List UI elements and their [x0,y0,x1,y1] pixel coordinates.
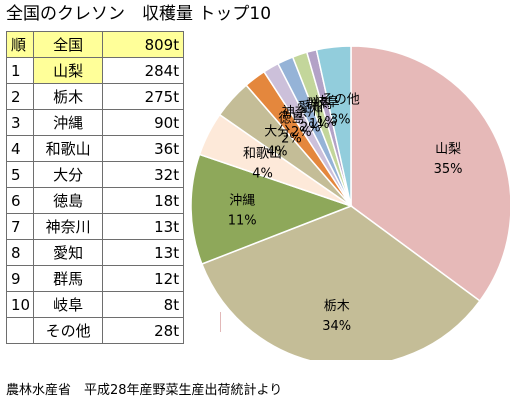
table-row: 2 栃木 275t [5,83,185,110]
source-note: 農林水産省 平成28年産野菜生産出荷統計より [6,383,283,398]
table-row: 9 群馬 12t [5,265,185,292]
rank-cell: 10 [5,291,35,318]
rank-cell: 6 [5,187,35,214]
rank-cell: 7 [5,213,35,240]
pie-slice-1 [200,205,481,360]
slice-percent-label: 1% [309,117,330,132]
pie-label-7: 愛知 2% [297,100,323,136]
slice-name-label: 山梨 [435,142,461,157]
slice-percent-label: 4% [267,145,288,160]
prefecture-cell: 栃木 [33,83,104,110]
ranking-table: 順 全国 809t 1 山梨 284t 2 栃木 275t 3 沖縄 90t 4 和歌山 36t 5 大分… [5,31,185,344]
prefecture-cell: 大分 [33,161,104,188]
slice-percent-label: 3% [330,112,351,127]
table-row: 5 大分 32t [5,161,185,188]
value-cell: 32t [102,161,185,188]
prefecture-cell: 沖縄 [33,109,104,136]
slice-percent-label: 1% [316,115,337,130]
value-cell: 28t [102,317,185,344]
slice-percent-label: 34% [322,319,351,334]
table-header-row: 順 全国 809t [5,31,185,58]
prefecture-header: 全国 [33,31,104,58]
slice-percent-label: 11% [228,213,257,228]
rank-cell: 9 [5,265,35,292]
chart-title: 全国のクレソン 収穫量 トップ10 [6,4,272,24]
pie-slice-2 [190,153,354,265]
prefecture-cell: 山梨 [33,57,104,84]
table-row: 6 徳島 18t [5,187,185,214]
prefecture-cell: 愛知 [33,239,104,266]
slice-percent-label: 2% [300,121,321,136]
prefecture-cell: 神奈川 [33,213,104,240]
table-row: 10 岐阜 8t [5,291,185,318]
prefecture-cell: 群馬 [33,265,104,292]
slice-name-label: 岐阜 [314,94,340,110]
pie-label-9: 岐阜 1% [314,94,340,130]
slice-name-label: 栃木 [324,299,350,314]
slice-name-label: その他 [321,92,360,107]
value-cell: 8t [102,291,185,318]
pie-slice-10 [315,45,352,207]
value-cell: 284t [102,57,185,84]
table-row: 3 沖縄 90t [5,109,185,136]
table-row: 1 山梨 284t [5,57,185,84]
rank-cell: 5 [5,161,35,188]
pie-label-3: 和歌山 4% [243,146,282,181]
slice-name-label: 神奈川 [282,105,321,120]
slice-percent-label: 2% [281,132,302,147]
value-cell: 18t [102,187,185,214]
table-row: 7 神奈川 13t [5,213,185,240]
pie-chart: 山梨35%栃木34%沖縄11%和歌山4%大分4%徳島2%神奈川2%愛知2%群馬1… [190,45,510,360]
rank-cell: 2 [5,83,35,110]
table-row: その他 28t [5,317,185,344]
slice-name-label: 群馬 [306,97,332,112]
pie-label-10: その他 3% [321,92,360,127]
slice-percent-label: 2% [291,125,312,140]
prefecture-cell: 岐阜 [33,291,104,318]
pie-label-8: 群馬 1% [306,97,332,132]
pie-label-0: 山梨 35% [434,142,463,177]
prefecture-cell: その他 [33,317,104,344]
table-row: 4 和歌山 36t [5,135,185,162]
value-cell: 36t [102,135,185,162]
value-cell: 12t [102,265,185,292]
prefecture-cell: 和歌山 [33,135,104,162]
value-cell: 275t [102,83,185,110]
slice-percent-label: 35% [434,162,463,177]
rank-cell [5,317,35,344]
value-cell: 13t [102,213,185,240]
total-value: 809t [102,31,185,58]
pie-label-4: 大分 4% [264,125,290,160]
slice-name-label: 愛知 [297,100,323,116]
pie-label-1: 栃木 34% [322,299,351,334]
prefecture-cell: 徳島 [33,187,104,214]
slice-name-label: 和歌山 [243,146,282,161]
rank-header: 順 [5,31,35,58]
rank-cell: 8 [5,239,35,266]
value-cell: 13t [102,239,185,266]
rank-cell: 4 [5,135,35,162]
pie-slice-0 [350,45,510,302]
rank-cell: 3 [5,109,35,136]
slice-percent-label: 4% [252,166,273,181]
value-cell: 90t [102,109,185,136]
pie-label-5: 徳島 2% [278,112,304,147]
table-row: 8 愛知 13t [5,239,185,266]
slice-name-label: 沖縄 [229,193,255,208]
rank-cell: 1 [5,57,35,84]
pie-label-2: 沖縄 11% [228,193,257,228]
slice-name-label: 徳島 [278,112,304,127]
slice-name-label: 大分 [264,125,290,140]
decorative-mark [220,312,221,332]
